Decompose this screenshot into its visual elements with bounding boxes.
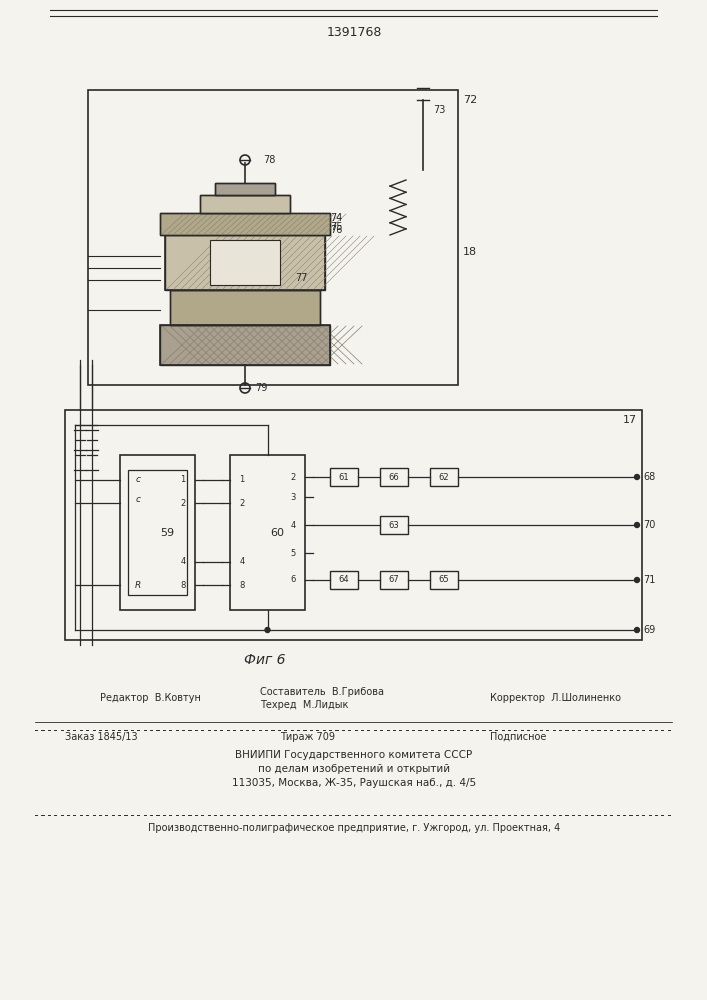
Text: Тираж 709: Тираж 709 [280, 732, 335, 742]
Text: 17: 17 [623, 415, 637, 425]
Text: 2: 2 [240, 498, 245, 508]
Bar [160, 213, 330, 235]
Text: 65: 65 [438, 576, 450, 584]
Bar [210, 240, 280, 285]
Text: ВНИИПИ Государственного комитета СССР: ВНИИПИ Государственного комитета СССР [235, 750, 472, 760]
Text: R: R [135, 580, 141, 589]
Bar [330, 468, 358, 486]
Bar [330, 571, 358, 589]
Text: 8: 8 [239, 580, 245, 589]
Text: 1391768: 1391768 [327, 25, 382, 38]
Text: 3: 3 [291, 492, 296, 502]
Bar [200, 195, 290, 213]
Bar [165, 235, 325, 290]
Text: 4: 4 [180, 558, 186, 566]
Text: 75: 75 [330, 222, 342, 232]
Bar [380, 571, 408, 589]
Text: c: c [136, 476, 141, 485]
Text: 63: 63 [389, 520, 399, 530]
Text: 72: 72 [463, 95, 477, 105]
Bar [380, 468, 408, 486]
Text: 18: 18 [463, 247, 477, 257]
Circle shape [634, 522, 640, 528]
Text: 67: 67 [389, 576, 399, 584]
Text: 77: 77 [295, 273, 308, 283]
Text: 61: 61 [339, 473, 349, 482]
Bar [430, 571, 458, 589]
Text: 1: 1 [180, 476, 186, 485]
Text: 79: 79 [255, 383, 267, 393]
Bar [380, 516, 408, 534]
Bar [120, 455, 195, 610]
Bar [170, 290, 320, 325]
Circle shape [634, 578, 640, 582]
Text: 4: 4 [291, 520, 296, 530]
Text: 73: 73 [433, 105, 445, 115]
Bar [215, 183, 275, 195]
Text: Заказ 1845/13: Заказ 1845/13 [65, 732, 138, 742]
Text: 2: 2 [180, 498, 186, 508]
Text: 1: 1 [240, 476, 245, 485]
Bar [200, 195, 290, 213]
Text: 69: 69 [643, 625, 655, 635]
Text: 2: 2 [291, 473, 296, 482]
Text: c: c [136, 495, 141, 504]
Text: 64: 64 [339, 576, 349, 584]
Text: 60: 60 [271, 528, 284, 538]
Text: 70: 70 [643, 520, 655, 530]
Text: 6: 6 [291, 576, 296, 584]
Text: Составитель  В.Грибова: Составитель В.Грибова [260, 687, 384, 697]
Bar [160, 213, 330, 235]
Text: 78: 78 [263, 155, 275, 165]
Text: 8: 8 [180, 580, 186, 589]
Circle shape [265, 628, 270, 633]
Bar [215, 183, 275, 195]
Circle shape [634, 628, 640, 633]
Text: 59: 59 [160, 528, 175, 538]
Text: 74: 74 [330, 213, 342, 223]
Text: Производственно-полиграфическое предприятие, г. Ужгород, ул. Проектная, 4: Производственно-полиграфическое предприя… [148, 823, 560, 833]
Bar [128, 470, 187, 595]
Text: 5: 5 [291, 548, 296, 558]
Text: по делам изобретений и открытий: по делам изобретений и открытий [258, 764, 450, 774]
Text: 113035, Москва, Ж-35, Раушская наб., д. 4/5: 113035, Москва, Ж-35, Раушская наб., д. … [232, 778, 476, 788]
Text: 66: 66 [389, 473, 399, 482]
Text: 4: 4 [240, 558, 245, 566]
Text: Подписное: Подписное [490, 732, 547, 742]
Text: Редактор  В.Ковтун: Редактор В.Ковтун [100, 693, 201, 703]
Bar [170, 290, 320, 325]
Bar [160, 325, 330, 365]
Text: Техред  М.Лидык: Техред М.Лидык [260, 700, 349, 710]
Bar [165, 235, 325, 290]
Circle shape [634, 475, 640, 480]
Bar [230, 455, 305, 610]
Text: 68: 68 [643, 472, 655, 482]
Text: Фиг 6: Фиг 6 [244, 653, 286, 667]
Bar [88, 90, 458, 385]
Bar [430, 468, 458, 486]
Text: 76: 76 [330, 225, 342, 235]
Bar [160, 325, 330, 365]
Bar [65, 410, 642, 640]
Text: 62: 62 [438, 473, 450, 482]
Text: Корректор  Л.Шолиненко: Корректор Л.Шолиненко [490, 693, 621, 703]
Text: 71: 71 [643, 575, 655, 585]
